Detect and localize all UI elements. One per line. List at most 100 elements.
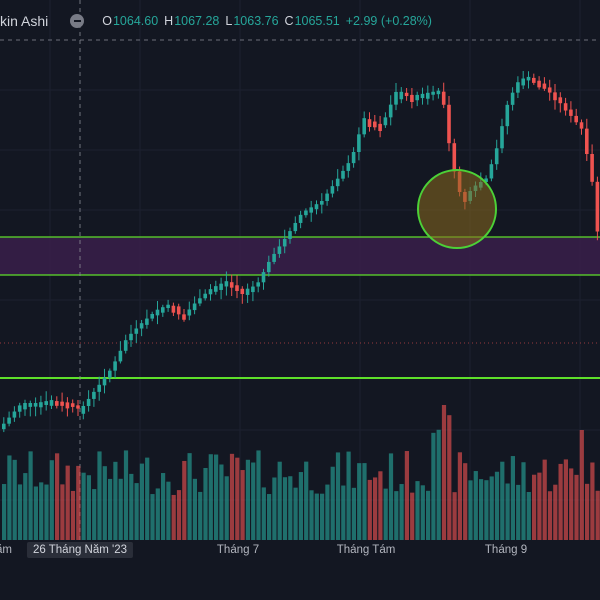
open-label: O bbox=[102, 14, 112, 28]
volume-bar bbox=[404, 451, 409, 540]
candle-body bbox=[145, 318, 149, 325]
volume-bar bbox=[97, 451, 102, 540]
volume-bar bbox=[102, 466, 107, 540]
symbol-title[interactable]: kin Ashi bbox=[0, 13, 49, 29]
volume-bar bbox=[23, 473, 28, 540]
volume-bar bbox=[229, 453, 235, 540]
volume-bar bbox=[579, 430, 584, 540]
volume-bar bbox=[426, 490, 431, 540]
candle-body bbox=[590, 154, 594, 182]
candle-body bbox=[574, 115, 578, 123]
volume-bar bbox=[436, 429, 441, 540]
candle-body bbox=[161, 307, 165, 313]
candle-body bbox=[516, 82, 520, 93]
candle-body bbox=[441, 91, 446, 105]
volume-bar bbox=[420, 485, 425, 540]
volume-bar bbox=[282, 477, 288, 540]
candle-body bbox=[357, 134, 361, 152]
volume-bar bbox=[447, 415, 452, 540]
volume-bar bbox=[351, 487, 356, 540]
candle-body bbox=[431, 91, 435, 95]
candle-body bbox=[229, 282, 234, 288]
volume-bar bbox=[558, 463, 563, 540]
volume-bar bbox=[86, 475, 91, 540]
volume-bar bbox=[479, 479, 484, 540]
volume-bars bbox=[2, 405, 600, 540]
candle-body bbox=[33, 403, 38, 407]
volume-bar bbox=[595, 490, 600, 540]
volume-bar bbox=[532, 474, 537, 540]
volume-bar bbox=[505, 483, 510, 540]
candle-body bbox=[198, 298, 202, 304]
candle-body bbox=[420, 93, 425, 99]
candle-body bbox=[399, 91, 404, 100]
candle-body bbox=[563, 103, 568, 111]
volume-bar bbox=[510, 456, 515, 540]
candle-body bbox=[39, 402, 43, 408]
candle-body bbox=[505, 104, 510, 127]
volume-bar bbox=[399, 484, 404, 540]
candle-body bbox=[373, 121, 377, 128]
volume-bar bbox=[457, 452, 462, 540]
candle-body bbox=[219, 283, 223, 290]
candle-body bbox=[500, 126, 504, 149]
volume-bar bbox=[65, 465, 70, 540]
candle-body bbox=[113, 361, 117, 371]
candle-body bbox=[383, 117, 388, 126]
volume-bar bbox=[12, 459, 17, 540]
candle-body bbox=[55, 401, 59, 406]
candle-body bbox=[526, 76, 531, 81]
candle-body bbox=[494, 148, 499, 165]
candle-body bbox=[7, 417, 11, 424]
collapse-legend-button[interactable] bbox=[70, 14, 85, 28]
candle-body bbox=[452, 143, 457, 172]
candle-body bbox=[123, 340, 128, 351]
volume-bar bbox=[129, 473, 134, 540]
candle-body bbox=[410, 94, 414, 102]
volume-bar bbox=[341, 485, 346, 540]
volume-bar bbox=[28, 451, 33, 540]
volume-bar bbox=[298, 472, 303, 540]
volume-bar bbox=[219, 464, 224, 540]
candle-body bbox=[23, 403, 27, 410]
volume-bar bbox=[198, 491, 203, 540]
candle-body bbox=[282, 238, 287, 247]
volume-bar bbox=[118, 478, 123, 540]
candle-body bbox=[70, 403, 75, 407]
volume-bar bbox=[267, 494, 272, 540]
candle-body bbox=[235, 285, 239, 291]
volume-bar bbox=[325, 484, 330, 540]
candle-body bbox=[320, 201, 324, 205]
candle-body bbox=[335, 178, 340, 187]
volume-bar bbox=[134, 483, 139, 540]
candle-body bbox=[224, 281, 229, 287]
volume-bar bbox=[309, 490, 314, 540]
candle-body bbox=[81, 406, 86, 414]
candle-body bbox=[17, 405, 22, 412]
candle-body bbox=[267, 261, 271, 273]
volume-bar bbox=[182, 460, 187, 540]
volume-bar bbox=[473, 471, 478, 540]
candle-body bbox=[426, 92, 430, 99]
volume-bar bbox=[320, 493, 325, 540]
volume-bar bbox=[113, 461, 118, 540]
candle-body bbox=[102, 377, 107, 386]
volume-bar bbox=[373, 477, 378, 540]
volume-bar bbox=[44, 484, 49, 540]
change-value: +2.99 (+0.28%) bbox=[345, 14, 432, 28]
volume-bar bbox=[92, 489, 97, 540]
volume-bar bbox=[55, 453, 60, 540]
candle-body bbox=[208, 289, 213, 295]
candle-body bbox=[272, 253, 276, 262]
candle-body bbox=[293, 222, 298, 232]
candle-body bbox=[378, 123, 382, 132]
volume-bar bbox=[441, 405, 447, 540]
low-value: 1063.76 bbox=[233, 14, 279, 28]
ohlc-legend: O1064.60 H1067.28 L1063.76 C1065.51 +2.9… bbox=[102, 14, 432, 28]
time-axis[interactable]: ăm 26 Tháng Năm '23 Tháng 7 Tháng Tám Th… bbox=[0, 541, 600, 561]
volume-bar bbox=[314, 493, 319, 540]
volume-bar bbox=[76, 465, 81, 540]
candle-body bbox=[447, 104, 451, 144]
candle-body bbox=[65, 402, 70, 409]
